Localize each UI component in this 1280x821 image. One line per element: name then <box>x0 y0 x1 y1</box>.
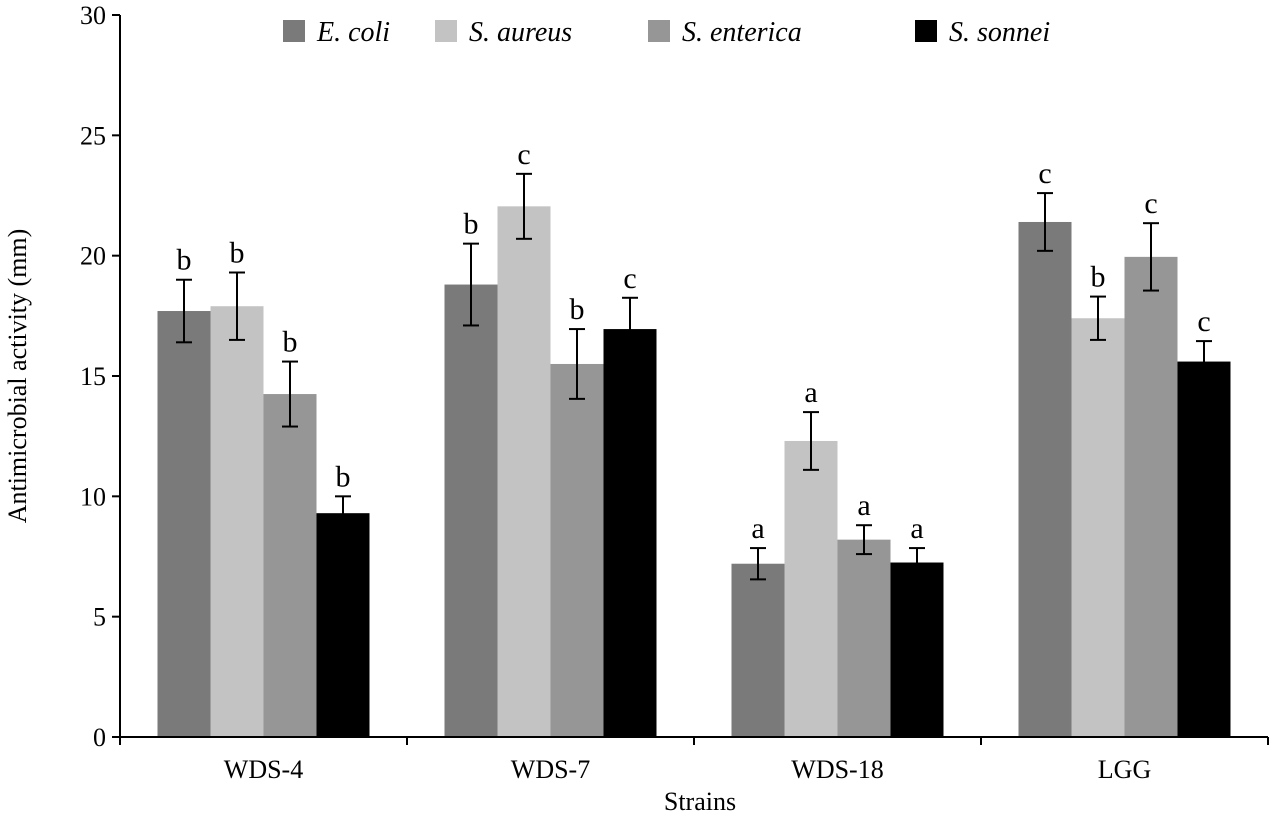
bar-WDS-7-1 <box>497 206 551 737</box>
bar-WDS-7-2 <box>550 363 604 737</box>
legend-label: S. aureus <box>469 17 572 48</box>
bar-WDS-18-3 <box>890 562 944 737</box>
y-tick-label: 20 <box>80 242 106 271</box>
significance-letter: b <box>230 237 245 270</box>
y-tick-label: 15 <box>80 362 106 391</box>
significance-letter: a <box>804 376 817 409</box>
y-tick-label: 5 <box>93 603 106 632</box>
legend-label: S. enterica <box>682 17 802 48</box>
x-tick-label: WDS-18 <box>791 755 883 784</box>
significance-letter: c <box>517 138 530 171</box>
bar-WDS-4-3 <box>316 513 370 737</box>
y-tick-label: 10 <box>80 482 106 511</box>
y-tick-label: 25 <box>80 121 106 150</box>
bar-LGG-0 <box>1018 221 1072 737</box>
significance-letter: b <box>1091 261 1106 294</box>
significance-letter: b <box>177 244 192 277</box>
significance-letter: a <box>751 512 764 545</box>
bar-LGG-1 <box>1071 318 1125 737</box>
axes-layer: WDS-4 WDS-7 WDS-18 LGG 0 5 10 15 20 25 30 <box>80 1 1269 784</box>
legend-swatch <box>283 20 305 42</box>
bar-LGG-2 <box>1124 256 1178 737</box>
bar-WDS-18-2 <box>837 539 891 737</box>
legend-swatch <box>648 20 670 42</box>
significance-letter: c <box>623 262 636 295</box>
significance-letter: b <box>464 208 479 241</box>
y-axis-label: Antimicrobial activity (mm) <box>3 229 32 524</box>
significance-letter: b <box>336 460 351 493</box>
bar-WDS-18-0 <box>731 563 785 737</box>
x-tick-label: WDS-7 <box>511 755 590 784</box>
bar-WDS-7-0 <box>444 284 498 737</box>
bar-WDS-4-1 <box>210 306 264 737</box>
legend-label: S. sonnei <box>949 17 1050 48</box>
significance-letter: c <box>1197 305 1210 338</box>
bar-WDS-18-1 <box>784 440 838 737</box>
significance-letter: a <box>910 512 923 545</box>
bar-WDS-4-0 <box>157 311 211 737</box>
significance-letter: b <box>283 326 298 359</box>
legend: E. coli S. aureus S. enterica S. sonnei <box>283 17 1050 48</box>
significance-letter: c <box>1144 187 1157 220</box>
significance-letter: a <box>857 489 870 522</box>
x-axis-label: Strains <box>664 787 736 816</box>
y-tick-label: 30 <box>80 1 106 30</box>
x-tick-label: LGG <box>1098 755 1151 784</box>
bar-WDS-7-3 <box>603 329 657 737</box>
significance-letter: b <box>570 293 585 326</box>
bar-LGG-3 <box>1177 361 1231 737</box>
significance-letter: c <box>1038 157 1051 190</box>
legend-swatch <box>915 20 937 42</box>
legend-label: E. coli <box>316 17 390 48</box>
y-tick-label: 0 <box>93 723 106 752</box>
bar-WDS-4-2 <box>263 394 317 737</box>
bars-layer: b b b b b c b c a a a a c b c c <box>157 138 1231 737</box>
legend-swatch <box>435 20 457 42</box>
x-tick-label: WDS-4 <box>224 755 303 784</box>
